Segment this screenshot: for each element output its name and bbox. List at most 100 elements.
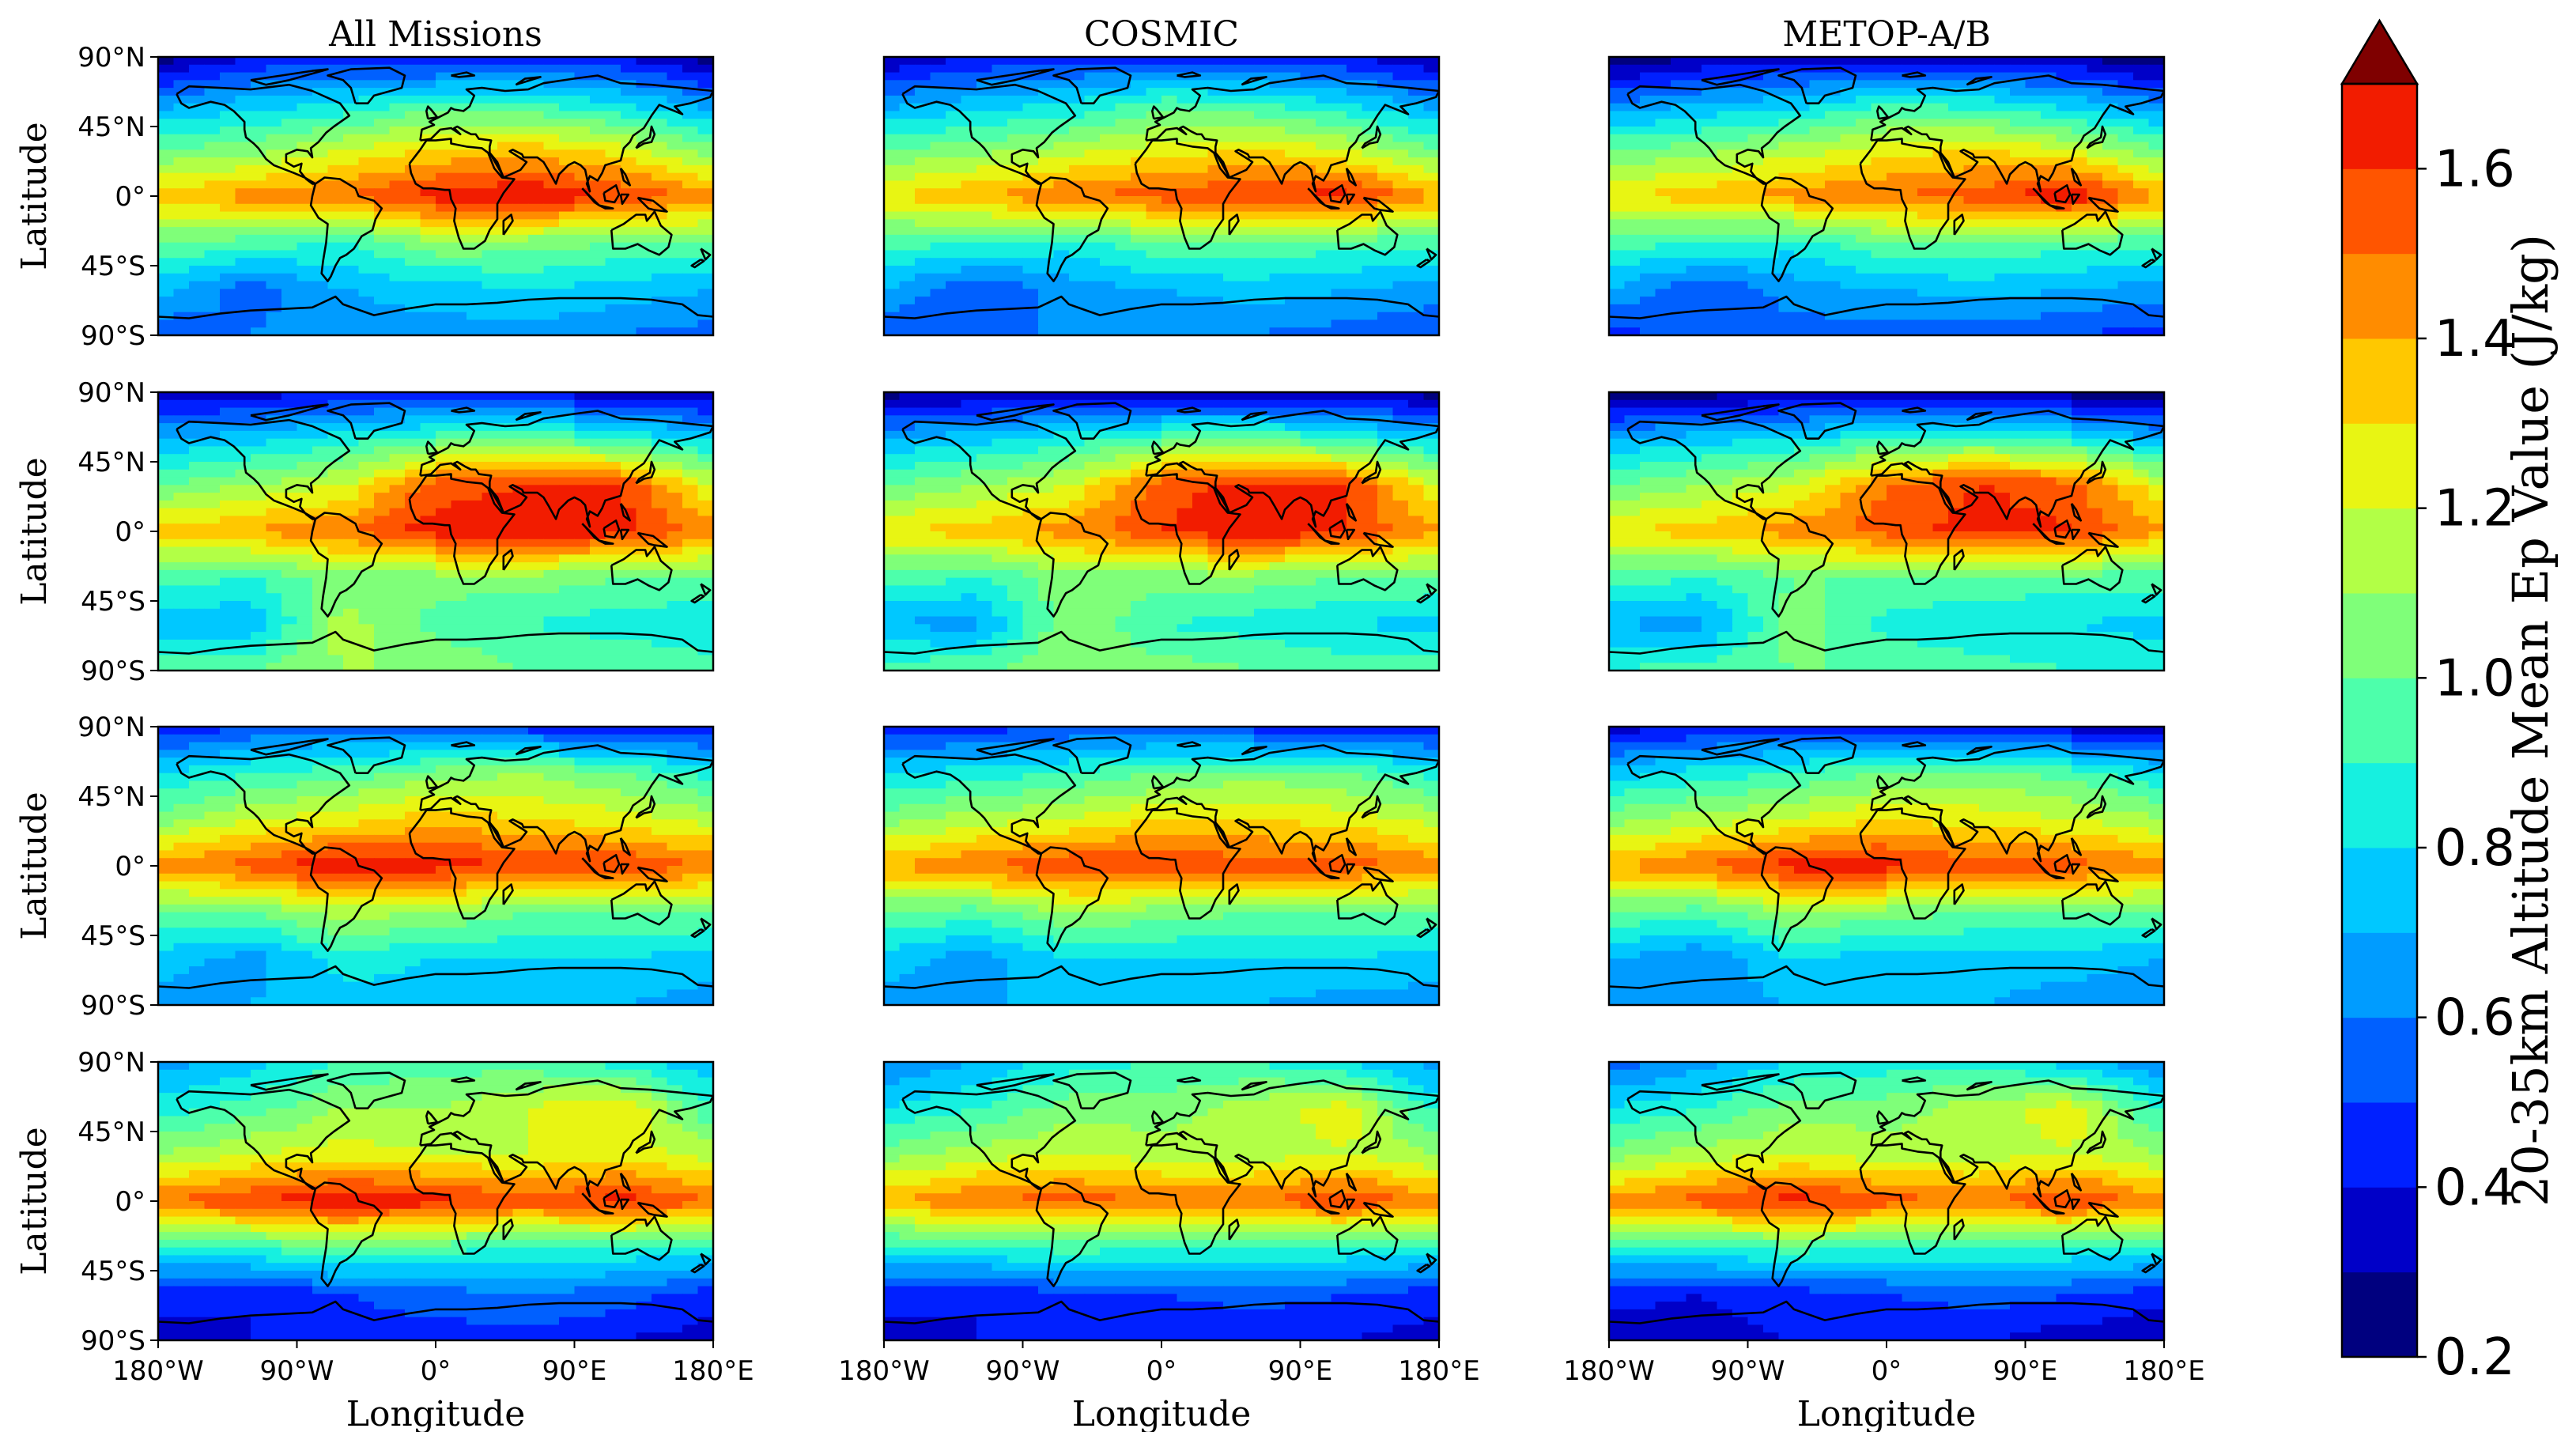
ep-cell <box>1994 281 2011 289</box>
ep-cell <box>1979 80 1996 89</box>
ep-cell <box>173 430 190 440</box>
ep-cell <box>930 180 946 189</box>
ep-cell <box>2025 319 2042 328</box>
ep-cell <box>543 585 560 594</box>
ep-cell <box>2025 327 2042 335</box>
ep-cell <box>173 149 190 158</box>
ep-cell <box>2087 95 2103 104</box>
ep-cell <box>1702 211 1718 220</box>
panel-frame <box>1607 55 2166 337</box>
ep-cell <box>466 485 483 493</box>
ep-cell <box>930 266 946 274</box>
ep-cell <box>2133 157 2150 166</box>
ep-cell <box>682 585 699 594</box>
ep-cell <box>389 462 406 470</box>
ep-cell <box>1932 172 1949 182</box>
ep-cell <box>1794 227 1811 236</box>
ep-cell <box>590 227 606 236</box>
ep-cell <box>2041 250 2057 259</box>
map-panel-r1c3: METOP-A/B <box>1607 14 2166 337</box>
ep-cell <box>1686 134 1702 143</box>
ep-cell <box>1702 134 1718 143</box>
ep-cell <box>1069 127 1086 135</box>
ep-cell <box>1887 149 1903 158</box>
ep-cell <box>1331 266 1347 274</box>
ep-cell <box>436 462 452 470</box>
ep-cell <box>497 281 514 289</box>
ep-cell <box>1994 134 2011 143</box>
ep-cell <box>235 462 251 470</box>
ep-cell <box>451 508 467 517</box>
ep-cell <box>667 462 683 470</box>
ep-cell <box>667 164 683 174</box>
ep-cell <box>405 462 421 470</box>
ep-cell <box>1747 273 1764 282</box>
ep-cell <box>697 95 713 104</box>
ep-cell <box>697 500 713 509</box>
ep-cell <box>621 227 637 236</box>
ep-cell <box>1131 134 1147 143</box>
ep-cell <box>543 242 560 251</box>
ep-cell <box>1423 327 1439 335</box>
ep-cell <box>374 319 391 328</box>
ep-cell <box>1948 127 1965 135</box>
ep-cell <box>1871 95 1887 104</box>
ep-cell <box>1902 250 1918 259</box>
ep-cell <box>1887 196 1903 205</box>
ep-cell <box>961 188 977 197</box>
ep-cell <box>1053 57 1070 66</box>
ep-cell <box>2133 319 2150 328</box>
ep-cell <box>559 523 576 532</box>
ep-cell <box>405 281 421 289</box>
ep-cell <box>1979 111 1996 119</box>
ep-cell <box>1161 304 1178 313</box>
ep-cell <box>251 415 267 424</box>
ep-cell <box>1161 134 1178 143</box>
ep-cell <box>1362 281 1378 289</box>
ep-cell <box>173 180 190 189</box>
ep-cell <box>297 88 313 96</box>
ep-cell <box>2117 273 2134 282</box>
ep-cell <box>374 327 391 335</box>
ep-cell <box>574 554 591 563</box>
ep-cell <box>1192 142 1209 150</box>
ep-cell <box>189 601 206 610</box>
ep-cell <box>466 516 483 524</box>
ep-cell <box>1717 57 1733 66</box>
ep-cell <box>1686 95 1702 104</box>
ep-cell <box>451 289 467 297</box>
ep-cell <box>1053 196 1070 205</box>
ep-cell <box>543 407 560 416</box>
ep-cell <box>1717 157 1733 166</box>
ep-cell <box>667 119 683 127</box>
ep-cell <box>1238 219 1255 228</box>
ep-cell <box>436 172 452 182</box>
ep-cell <box>1007 312 1024 321</box>
ep-cell <box>1254 119 1271 127</box>
ep-cell <box>590 188 606 197</box>
ep-cell <box>204 211 221 220</box>
ep-cell <box>1084 157 1101 166</box>
ep-cell <box>1131 211 1147 220</box>
ep-cell <box>297 454 313 463</box>
ep-cell <box>697 569 713 579</box>
ep-cell <box>1115 157 1131 166</box>
ep-cell <box>1856 211 1872 220</box>
ep-cell <box>1948 258 1965 266</box>
ep-cell <box>1917 57 1934 66</box>
ep-cell <box>436 281 452 289</box>
ep-cell <box>327 312 344 321</box>
ep-cell <box>1917 111 1934 119</box>
ep-cell <box>543 601 560 610</box>
ep-cell <box>1038 281 1055 289</box>
ep-cell <box>915 149 931 158</box>
ep-cell <box>1624 103 1641 112</box>
ep-cell <box>1702 319 1718 328</box>
ep-cell <box>220 250 236 259</box>
ep-cell <box>266 127 282 135</box>
ep-cell <box>158 554 175 563</box>
ep-cell <box>1316 219 1332 228</box>
ep-cell <box>312 454 329 463</box>
ep-cell <box>528 554 545 563</box>
ep-cell <box>574 523 591 532</box>
